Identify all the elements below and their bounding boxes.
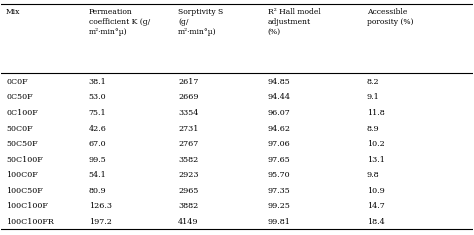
Text: 50C50F: 50C50F [6, 140, 38, 148]
Text: Sorptivity S
(g/
m²·min°µ): Sorptivity S (g/ m²·min°µ) [178, 8, 223, 36]
Text: 13.1: 13.1 [366, 156, 384, 164]
Text: 97.65: 97.65 [268, 156, 291, 164]
Text: 96.07: 96.07 [268, 109, 291, 117]
Text: 75.1: 75.1 [89, 109, 106, 117]
Text: 94.62: 94.62 [268, 125, 291, 133]
Text: 53.0: 53.0 [89, 94, 106, 102]
Text: 100C100FR: 100C100FR [6, 218, 54, 226]
Text: 8.2: 8.2 [366, 78, 379, 86]
Text: 126.3: 126.3 [89, 202, 111, 210]
Text: 50C100F: 50C100F [6, 156, 43, 164]
Text: 3582: 3582 [178, 156, 198, 164]
Text: 99.25: 99.25 [268, 202, 291, 210]
Text: 4149: 4149 [178, 218, 199, 226]
Text: 97.06: 97.06 [268, 140, 291, 148]
Text: 10.2: 10.2 [366, 140, 384, 148]
Text: Permeation
coefficient K (g/
m²·min°µ): Permeation coefficient K (g/ m²·min°µ) [89, 8, 150, 36]
Text: 10.9: 10.9 [366, 187, 384, 195]
Text: 2731: 2731 [178, 125, 199, 133]
Text: 94.44: 94.44 [268, 94, 291, 102]
Text: 14.7: 14.7 [366, 202, 384, 210]
Text: 11.8: 11.8 [366, 109, 384, 117]
Text: 3354: 3354 [178, 109, 199, 117]
Text: 3882: 3882 [178, 202, 198, 210]
Text: 80.9: 80.9 [89, 187, 106, 195]
Text: 2965: 2965 [178, 187, 199, 195]
Text: 100C100F: 100C100F [6, 202, 48, 210]
Text: 67.0: 67.0 [89, 140, 106, 148]
Text: 99.5: 99.5 [89, 156, 106, 164]
Text: 95.70: 95.70 [268, 171, 290, 179]
Text: 9.1: 9.1 [366, 94, 379, 102]
Text: 54.1: 54.1 [89, 171, 106, 179]
Text: 18.4: 18.4 [366, 218, 384, 226]
Text: 94.85: 94.85 [268, 78, 291, 86]
Text: 0C50F: 0C50F [6, 94, 33, 102]
Text: 99.81: 99.81 [268, 218, 291, 226]
Text: R² Hall model
adjustment
(%): R² Hall model adjustment (%) [268, 8, 320, 36]
Text: Accessible
porosity (%): Accessible porosity (%) [366, 8, 413, 26]
Text: 2669: 2669 [178, 94, 199, 102]
Text: 8.9: 8.9 [366, 125, 379, 133]
Text: 100C50F: 100C50F [6, 187, 43, 195]
Text: 42.6: 42.6 [89, 125, 107, 133]
Text: 0C0F: 0C0F [6, 78, 27, 86]
Text: 2767: 2767 [178, 140, 198, 148]
Text: 197.2: 197.2 [89, 218, 111, 226]
Text: 38.1: 38.1 [89, 78, 106, 86]
Text: Mix: Mix [6, 8, 20, 16]
Text: 9.8: 9.8 [366, 171, 379, 179]
Text: 50C0F: 50C0F [6, 125, 33, 133]
Text: 2617: 2617 [178, 78, 199, 86]
Text: 0C100F: 0C100F [6, 109, 38, 117]
Text: 2923: 2923 [178, 171, 199, 179]
Text: 97.35: 97.35 [268, 187, 291, 195]
Text: 100C0F: 100C0F [6, 171, 38, 179]
